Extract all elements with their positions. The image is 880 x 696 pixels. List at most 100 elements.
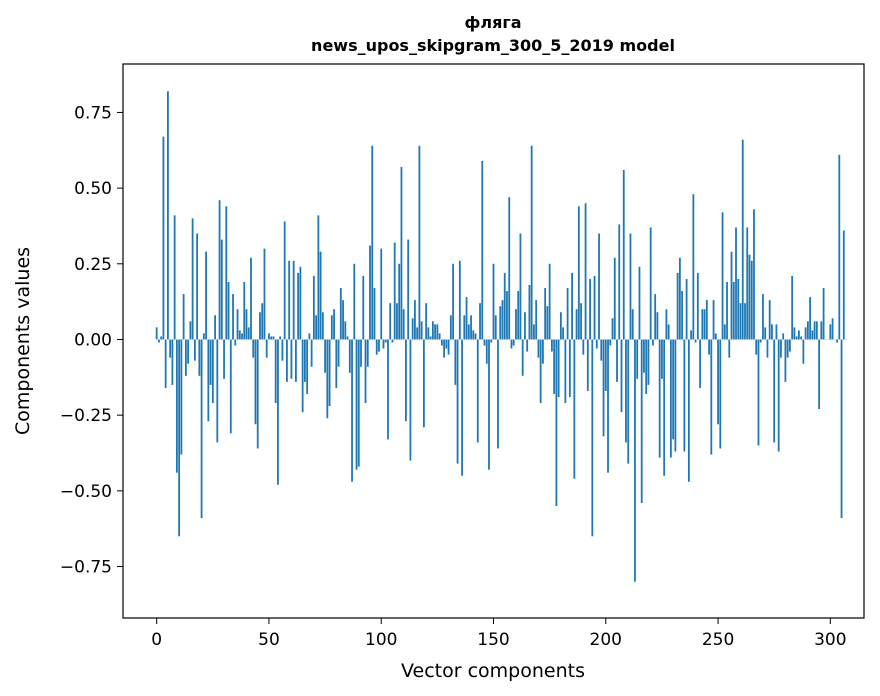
bar-component-117 xyxy=(418,145,421,340)
bar-component-204 xyxy=(613,257,616,340)
bar-component-8 xyxy=(173,215,176,340)
bar-component-207 xyxy=(620,339,623,413)
bar-component-88 xyxy=(353,263,356,340)
bar-component-189 xyxy=(580,303,582,340)
bar-component-96 xyxy=(371,145,374,340)
bar-component-246 xyxy=(708,339,710,355)
bar-component-259 xyxy=(737,278,740,340)
bar-component-49 xyxy=(265,339,268,358)
bar-component-194 xyxy=(591,339,594,537)
bar-component-230 xyxy=(672,339,675,440)
bar-component-56 xyxy=(281,339,284,361)
bar-component-199 xyxy=(602,339,605,437)
bar-component-213 xyxy=(634,339,636,582)
bar-component-182 xyxy=(564,339,567,404)
bar-component-124 xyxy=(434,324,437,340)
bar-component-255 xyxy=(728,339,731,358)
bar-component-237 xyxy=(687,339,690,482)
bar-component-87 xyxy=(351,339,353,482)
bar-component-144 xyxy=(479,303,481,340)
bar-component-306 xyxy=(842,230,845,340)
bar-component-164 xyxy=(524,312,526,340)
bar-component-226 xyxy=(663,339,666,476)
bar-component-190 xyxy=(582,339,585,355)
bar-component-11 xyxy=(180,339,183,455)
bar-component-166 xyxy=(528,284,531,340)
bar-component-253 xyxy=(723,324,726,340)
bar-component-280 xyxy=(784,339,787,382)
y-tick-label: 0.25 xyxy=(74,255,112,275)
bar-component-147 xyxy=(485,339,488,364)
bar-component-114 xyxy=(411,318,414,340)
bar-component-293 xyxy=(813,321,816,340)
bar-component-67 xyxy=(306,339,309,394)
bar-component-134 xyxy=(456,339,459,464)
bar-component-66 xyxy=(303,339,306,382)
bar-component-54 xyxy=(277,339,279,485)
bar-component-265 xyxy=(750,260,753,340)
bar-component-46 xyxy=(259,312,261,340)
bar-component-156 xyxy=(506,291,508,340)
bar-component-285 xyxy=(795,336,798,340)
bar-component-197 xyxy=(598,233,600,340)
bar-component-252 xyxy=(721,212,724,340)
bar-component-279 xyxy=(782,333,785,340)
bar-component-211 xyxy=(629,233,632,340)
x-axis-label: Vector components xyxy=(401,660,585,682)
bar-component-18 xyxy=(196,233,198,340)
bar-component-153 xyxy=(499,306,502,340)
bar-component-272 xyxy=(766,339,769,358)
bar-component-218 xyxy=(645,339,648,394)
bar-component-101 xyxy=(382,339,385,349)
bar-component-78 xyxy=(330,315,333,340)
bar-component-64 xyxy=(299,266,302,340)
bar-component-163 xyxy=(521,339,524,376)
bar-component-24 xyxy=(209,339,212,385)
bar-component-82 xyxy=(339,288,342,340)
bar-component-41 xyxy=(247,327,250,340)
bar-component-261 xyxy=(741,139,744,340)
bar-component-240 xyxy=(694,339,697,343)
bar-component-10 xyxy=(178,339,181,537)
bar-component-186 xyxy=(573,339,576,479)
bar-component-243 xyxy=(701,309,704,340)
bar-component-71 xyxy=(315,315,318,340)
bar-component-205 xyxy=(616,339,618,382)
bar-component-42 xyxy=(250,257,252,340)
bar-component-270 xyxy=(762,294,764,340)
bar-component-53 xyxy=(274,339,277,404)
bar-component-295 xyxy=(818,339,820,410)
bar-component-185 xyxy=(571,272,573,340)
bar-component-219 xyxy=(647,339,650,385)
bar-component-102 xyxy=(384,339,387,343)
bar-component-167 xyxy=(530,145,533,340)
bar-component-26 xyxy=(214,315,216,340)
bar-component-72 xyxy=(317,215,320,340)
bar-component-224 xyxy=(658,339,661,458)
y-tick-label: 0.50 xyxy=(74,179,112,199)
bar-component-289 xyxy=(804,327,807,340)
bar-component-109 xyxy=(400,166,403,340)
bar-component-115 xyxy=(414,300,416,340)
bar-component-254 xyxy=(726,281,728,340)
bar-component-98 xyxy=(375,339,378,355)
bar-component-225 xyxy=(661,339,663,379)
bar-component-277 xyxy=(777,339,780,452)
bar-component-86 xyxy=(348,339,351,373)
bar-component-281 xyxy=(786,339,789,358)
x-tick-label: 50 xyxy=(258,630,280,650)
bar-component-268 xyxy=(757,339,760,446)
bar-series xyxy=(155,91,847,582)
bar-component-294 xyxy=(815,321,818,340)
bar-component-43 xyxy=(252,339,255,358)
bar-component-60 xyxy=(290,339,293,379)
bar-component-235 xyxy=(683,339,686,452)
bar-component-282 xyxy=(789,339,791,352)
bar-component-248 xyxy=(712,300,715,340)
y-axis-label: Components values xyxy=(12,247,34,435)
bar-component-29 xyxy=(220,239,223,340)
bar-component-236 xyxy=(685,278,688,340)
bar-component-305 xyxy=(840,339,843,519)
